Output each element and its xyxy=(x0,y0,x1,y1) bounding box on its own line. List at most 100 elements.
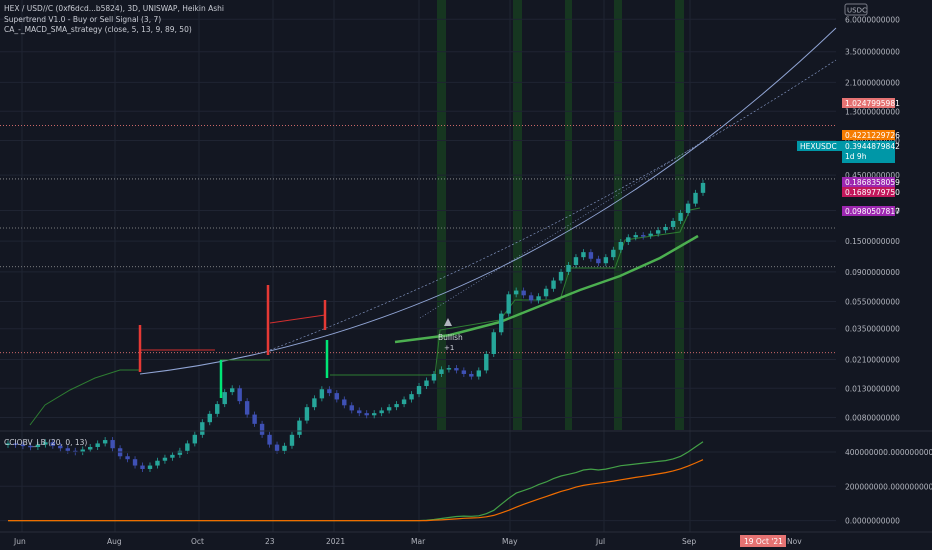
signal-band xyxy=(565,0,572,430)
candle xyxy=(289,434,295,446)
candle xyxy=(319,389,325,399)
price-box-label: 1d 9h xyxy=(845,152,867,161)
trend-channel xyxy=(419,139,706,319)
candle xyxy=(700,182,706,193)
candle xyxy=(551,280,556,289)
price-box-label: 0.3944879842 xyxy=(845,142,900,151)
price-box-label: 0.0980507817 xyxy=(845,207,900,216)
candle xyxy=(476,370,482,377)
price-box-label: HEXUSDC xyxy=(800,142,837,151)
candle xyxy=(192,434,198,444)
candle xyxy=(5,443,11,445)
price-box xyxy=(842,141,895,151)
candle xyxy=(110,440,115,449)
candle xyxy=(155,460,160,466)
candle xyxy=(102,440,108,444)
bullish-label: Bullish xyxy=(438,333,463,342)
symbol-title[interactable]: HEX / USD//C (0xf6dcd...b5824), 3D, UNIS… xyxy=(4,4,224,13)
candle xyxy=(633,235,638,238)
candle xyxy=(641,235,646,237)
candle xyxy=(626,237,631,242)
candle xyxy=(357,410,362,414)
currency-button[interactable] xyxy=(844,3,868,16)
candle xyxy=(513,290,519,295)
moving-average xyxy=(394,234,699,344)
candle xyxy=(543,288,549,297)
price-axis-label: 0.8000000000 xyxy=(845,136,900,145)
time-axis-label: Oct xyxy=(191,537,204,546)
chart-legend: HEX / USD//C (0xf6dcd...b5824), 3D, UNIS… xyxy=(4,4,224,36)
signal-band xyxy=(437,0,446,430)
candle xyxy=(349,405,354,411)
candle xyxy=(244,401,250,415)
candle xyxy=(499,313,504,333)
candle xyxy=(140,465,145,469)
candle xyxy=(304,407,310,421)
price-axis-label: 0.0350000000 xyxy=(845,325,900,334)
candle xyxy=(394,404,399,408)
price-box-label: 0.1689779750 xyxy=(845,188,900,197)
candle xyxy=(132,459,138,466)
candle xyxy=(274,444,280,451)
price-box xyxy=(842,187,895,197)
price-box xyxy=(842,206,895,216)
candle xyxy=(461,370,467,374)
price-box xyxy=(842,98,895,108)
candle xyxy=(177,450,183,455)
candle xyxy=(528,295,534,301)
candle xyxy=(371,413,377,416)
price-box-label: 0.4221229726 xyxy=(845,131,900,140)
price-axis-label: 0.0080000000 xyxy=(845,414,900,423)
candle xyxy=(297,420,302,435)
candle xyxy=(558,271,564,281)
supertrend-legend[interactable]: Supertrend V1.0 - Buy or Sell Signal (3,… xyxy=(4,14,162,24)
subchart-line xyxy=(8,459,704,522)
price-axis-label: 6.0000000000 xyxy=(845,15,900,24)
candle xyxy=(521,290,526,296)
candle xyxy=(252,414,257,424)
price-axis-label: 1.3000000000 xyxy=(845,107,900,116)
time-axis-label: Jul xyxy=(595,537,605,546)
price-axis-label: 0.0550000000 xyxy=(845,298,900,307)
candle xyxy=(655,230,661,234)
time-box-label: 19 Oct '21 xyxy=(744,537,783,546)
candle xyxy=(424,380,429,387)
candle xyxy=(334,393,340,400)
candle xyxy=(379,410,384,414)
candle xyxy=(491,332,496,354)
candle xyxy=(65,448,70,451)
macd-legend[interactable]: CA_-_MACD_SMA_strategy (close, 5, 13, 9,… xyxy=(4,25,192,34)
candle xyxy=(581,252,586,258)
candle xyxy=(484,353,489,371)
bullish-value: +1 xyxy=(444,344,454,352)
candle xyxy=(95,443,100,447)
candle xyxy=(237,388,242,402)
candle xyxy=(162,457,168,461)
subchart-legend[interactable]: CCIOBV_LB (20, 0, 13) xyxy=(4,438,88,447)
candle xyxy=(596,258,601,264)
candle xyxy=(80,449,85,453)
price-axis-label: 0.1500000000 xyxy=(845,237,900,246)
candle xyxy=(648,233,653,236)
candle xyxy=(611,249,616,258)
candle xyxy=(43,442,48,445)
candle xyxy=(200,422,205,435)
price-axis-label: 3.5000000000 xyxy=(845,48,900,57)
time-box xyxy=(740,535,786,547)
price-axis-label: 0.4500000000 xyxy=(845,171,900,180)
candle xyxy=(439,369,444,374)
time-axis-label: Mar xyxy=(411,537,426,546)
time-axis-label: Aug xyxy=(107,537,122,546)
candle xyxy=(147,465,153,469)
candle xyxy=(88,446,93,450)
candle xyxy=(409,394,414,400)
parabolic-channel xyxy=(269,59,837,351)
candle xyxy=(50,442,56,446)
candle xyxy=(678,212,683,221)
candle xyxy=(618,241,623,250)
candle xyxy=(28,445,33,448)
candle xyxy=(185,443,190,451)
